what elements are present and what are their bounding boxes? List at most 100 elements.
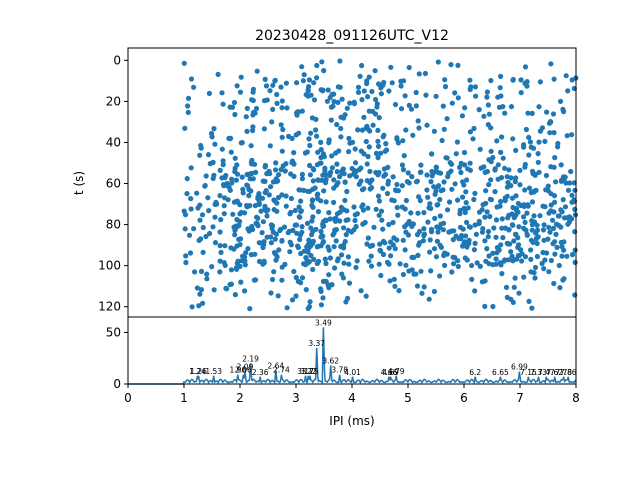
scatter-point <box>209 264 215 270</box>
scatter-point <box>406 102 412 108</box>
scatter-point <box>498 93 504 99</box>
scatter-point <box>457 224 464 230</box>
scatter-point <box>490 250 496 256</box>
scatter-point <box>535 159 541 165</box>
scatter-point <box>268 222 274 228</box>
scatter-point <box>289 160 295 166</box>
scatter-point <box>500 155 506 161</box>
scatter-point <box>463 189 469 195</box>
scatter-point <box>318 302 324 308</box>
scatter-point <box>526 134 532 140</box>
scatter-point <box>421 226 427 232</box>
scatter-point <box>318 243 324 249</box>
scatter-point <box>431 246 438 252</box>
scatter-point <box>515 235 521 241</box>
scatter-point <box>513 212 519 218</box>
scatter-point <box>323 260 329 267</box>
scatter-point <box>535 151 541 157</box>
x-tick-label: 0 <box>124 391 132 405</box>
scatter-point <box>419 290 425 296</box>
scatter-point <box>556 222 562 228</box>
scatter-point <box>539 260 545 267</box>
scatter-point <box>338 125 344 132</box>
scatter-point <box>234 198 240 204</box>
bottom-x-axis: 0 1 2 3 4 5 6 7 8 <box>124 384 580 405</box>
scatter-point <box>239 174 245 180</box>
scatter-point <box>268 234 274 240</box>
scatter-point <box>334 211 340 217</box>
scatter-point <box>215 71 221 77</box>
scatter-point <box>377 247 383 253</box>
scatter-point <box>262 190 268 196</box>
x-tick-label: 2 <box>236 391 244 405</box>
scatter-point <box>268 184 274 190</box>
x-tick-label: 3 <box>292 391 300 405</box>
scatter-point <box>272 236 278 242</box>
scatter-point <box>505 215 511 221</box>
scatter-point <box>270 106 276 112</box>
scatter-point <box>284 305 290 311</box>
scatter-point <box>250 124 256 130</box>
scatter-point <box>502 165 508 171</box>
scatter-point <box>552 155 558 161</box>
scatter-point <box>308 239 314 245</box>
scatter-point <box>516 290 522 296</box>
scatter-point <box>515 253 522 259</box>
scatter-point <box>262 206 268 212</box>
scatter-point <box>200 300 206 306</box>
scatter-point <box>522 80 528 86</box>
scatter-point <box>247 306 253 312</box>
scatter-point <box>308 130 314 136</box>
scatter-point <box>541 222 547 228</box>
scatter-point <box>451 261 457 267</box>
scatter-point <box>214 201 220 207</box>
scatter-point <box>409 254 415 260</box>
scatter-point <box>296 204 302 210</box>
scatter-point <box>355 127 361 133</box>
scatter-point <box>410 221 416 227</box>
scatter-point <box>432 191 438 197</box>
scatter-point <box>353 174 359 180</box>
scatter-point <box>189 304 195 310</box>
scatter-point <box>386 221 392 228</box>
scatter-point <box>382 171 388 178</box>
scatter-point <box>315 149 321 155</box>
scatter-point <box>288 209 294 215</box>
scatter-point <box>525 110 531 116</box>
scatter-point <box>314 75 320 81</box>
scatter-point <box>544 250 550 256</box>
scatter-point <box>249 161 255 167</box>
peak-label: 6.99 <box>511 363 528 372</box>
peak-label: 2.36 <box>252 368 269 377</box>
scatter-point <box>394 181 400 188</box>
scatter-point <box>428 179 434 185</box>
scatter-point <box>522 254 529 260</box>
scatter-point <box>375 127 381 133</box>
scatter-point <box>510 76 516 83</box>
scatter-point <box>314 62 320 69</box>
scatter-point <box>256 191 262 197</box>
scatter-point <box>339 271 345 277</box>
scatter-point <box>487 196 493 202</box>
scatter-point <box>287 249 293 255</box>
scatter-point <box>296 130 302 136</box>
scatter-point <box>522 64 529 70</box>
scatter-point <box>347 173 353 179</box>
scatter-point <box>329 165 335 171</box>
scatter-point <box>271 269 277 275</box>
scatter-point <box>493 261 499 267</box>
scatter-point <box>431 184 437 190</box>
scatter-point <box>367 168 373 174</box>
scatter-point <box>517 167 523 173</box>
scatter-point <box>484 246 490 252</box>
scatter-point <box>342 197 348 203</box>
scatter-point <box>502 257 508 263</box>
scatter-point <box>531 270 537 276</box>
scatter-point <box>375 138 381 144</box>
scatter-point <box>373 206 379 212</box>
scatter-point <box>448 168 454 174</box>
scatter-point <box>385 178 391 184</box>
scatter-point <box>198 268 205 274</box>
scatter-point <box>360 207 366 213</box>
y-tick-label: 0 <box>113 53 121 67</box>
